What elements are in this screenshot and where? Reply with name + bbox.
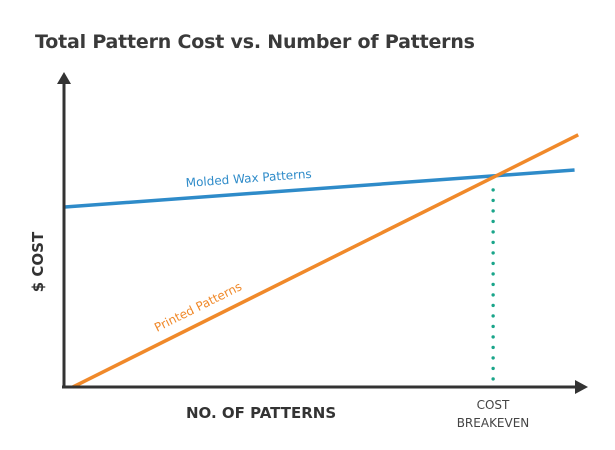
breakeven-dot (491, 377, 495, 381)
breakeven-dot (491, 356, 495, 360)
breakeven-dot (491, 314, 495, 318)
series-line-printed (72, 133, 579, 389)
breakeven-dot (491, 261, 495, 266)
x-axis-label: NO. OF PATTERNS (186, 404, 336, 422)
breakeven-dot (491, 198, 495, 203)
chart-title: Total Pattern Cost vs. Number of Pattern… (35, 31, 475, 53)
breakeven-dot (491, 345, 495, 350)
breakeven-label-line2: BREAKEVEN (457, 416, 530, 430)
breakeven-dot (491, 251, 495, 255)
breakeven-dot (491, 219, 495, 224)
breakeven-dot (491, 303, 495, 308)
breakeven-label-line1: COST (477, 398, 510, 412)
breakeven-dot (491, 324, 495, 329)
breakeven-dot (491, 188, 495, 192)
breakeven-dot (491, 335, 495, 339)
y-axis-arrow (57, 72, 71, 84)
breakeven-dot (491, 293, 495, 297)
breakeven-dot (491, 272, 495, 276)
breakeven-dot (491, 230, 495, 234)
breakeven-dot (491, 366, 495, 371)
y-axis-label: $ COST (29, 231, 47, 292)
series-line-molded-wax (62, 168, 575, 209)
x-axis-arrow (575, 380, 588, 394)
series-label-molded-wax: Molded Wax Patterns (185, 167, 312, 190)
breakeven-dot (491, 282, 495, 287)
breakeven-dot (491, 209, 495, 213)
breakeven-dot (491, 240, 495, 245)
